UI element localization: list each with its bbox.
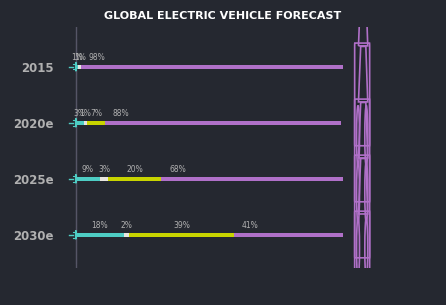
Text: 88%: 88% (113, 109, 130, 118)
FancyBboxPatch shape (108, 177, 161, 181)
FancyBboxPatch shape (76, 233, 124, 237)
Text: 1%: 1% (71, 53, 83, 62)
Text: 18%: 18% (91, 221, 108, 230)
FancyBboxPatch shape (234, 233, 343, 237)
FancyBboxPatch shape (81, 65, 343, 69)
FancyBboxPatch shape (78, 65, 81, 69)
Text: 1%: 1% (79, 109, 91, 118)
FancyBboxPatch shape (161, 177, 343, 181)
Text: 98%: 98% (89, 53, 106, 62)
Text: 3%: 3% (98, 165, 110, 174)
Text: 68%: 68% (169, 165, 186, 174)
FancyBboxPatch shape (105, 121, 341, 125)
Text: 41%: 41% (241, 221, 258, 230)
FancyBboxPatch shape (76, 121, 84, 125)
Text: 3%: 3% (74, 109, 86, 118)
FancyBboxPatch shape (84, 121, 87, 125)
FancyBboxPatch shape (76, 177, 100, 181)
Text: 7%: 7% (90, 109, 102, 118)
Text: 2%: 2% (121, 221, 132, 230)
FancyBboxPatch shape (129, 233, 234, 237)
Text: 39%: 39% (173, 221, 190, 230)
Text: 20%: 20% (126, 165, 143, 174)
FancyBboxPatch shape (76, 65, 78, 69)
Text: 9%: 9% (82, 165, 94, 174)
FancyBboxPatch shape (124, 233, 129, 237)
Title: GLOBAL ELECTRIC VEHICLE FORECAST: GLOBAL ELECTRIC VEHICLE FORECAST (104, 11, 342, 21)
Text: 1%: 1% (74, 53, 86, 62)
FancyBboxPatch shape (87, 121, 105, 125)
FancyBboxPatch shape (100, 177, 108, 181)
